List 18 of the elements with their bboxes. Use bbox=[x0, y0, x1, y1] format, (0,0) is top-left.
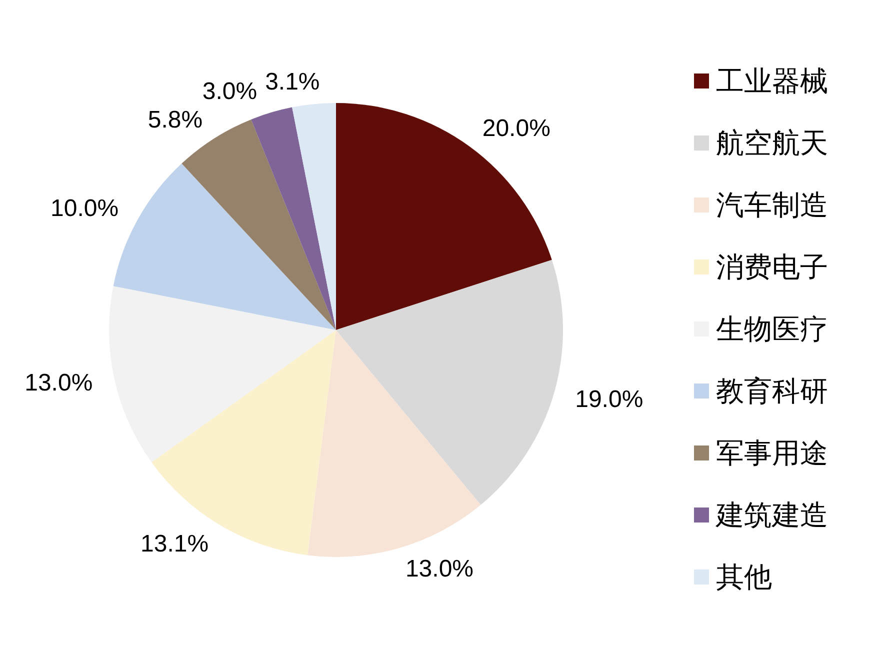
data-label: 19.0% bbox=[575, 386, 644, 413]
data-label: 10.0% bbox=[50, 195, 119, 222]
data-label: 20.0% bbox=[482, 115, 550, 142]
legend-label: 教育科研 bbox=[716, 376, 828, 406]
data-label: 13.0% bbox=[405, 556, 474, 583]
legend-label: 工业器械 bbox=[716, 66, 828, 96]
legend-label: 航空航天 bbox=[716, 128, 828, 158]
legend-label: 其他 bbox=[716, 562, 772, 592]
legend-label: 生物医疗 bbox=[716, 314, 828, 344]
legend-label: 汽车制造 bbox=[716, 190, 828, 220]
legend-label: 军事用途 bbox=[716, 438, 828, 468]
data-label: 13.0% bbox=[24, 369, 93, 396]
data-label: 3.0% bbox=[202, 78, 258, 105]
legend-label: 消费电子 bbox=[716, 252, 828, 282]
legend-label: 建筑建造 bbox=[715, 500, 828, 530]
data-label: 3.1% bbox=[265, 68, 320, 96]
data-label: 5.8% bbox=[148, 106, 203, 134]
data-label: 13.1% bbox=[140, 530, 209, 558]
